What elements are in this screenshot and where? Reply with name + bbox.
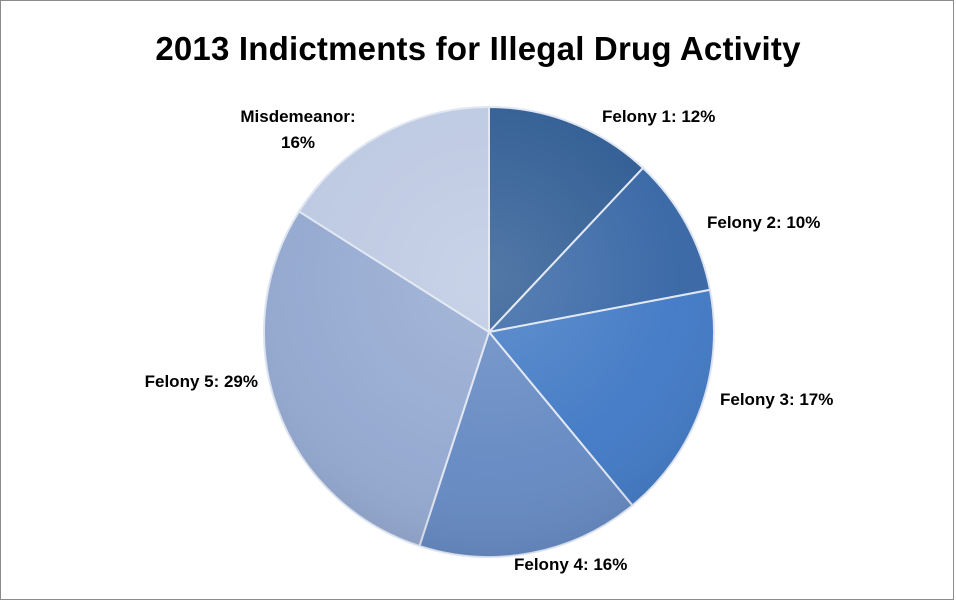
chart-title: 2013 Indictments for Illegal Drug Activi…: [155, 30, 801, 67]
pie-chart: Felony 1: 12% Felony 2: 10% Felony 3: 17% F…: [145, 105, 833, 574]
slice-label-felony-3: Felony 3: 17%: [720, 390, 833, 409]
slice-label-felony-5: Felony 5: 29%: [145, 372, 258, 391]
slice-label-felony-1: Felony 1: 12%: [602, 107, 715, 126]
slice-label-felony-2: Felony 2: 10%: [707, 213, 820, 232]
slice-label-felony-4: Felony 4: 16%: [514, 555, 627, 574]
slice-label-misdemeanor: Misdemeanor: 16%: [240, 107, 355, 152]
